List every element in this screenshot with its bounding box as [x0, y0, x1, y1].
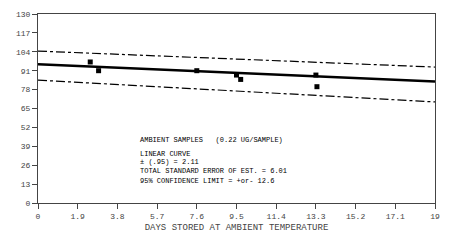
- svg-text:LINEAR CURVE: LINEAR CURVE: [140, 150, 190, 158]
- svg-text:13: 13: [21, 180, 31, 189]
- svg-text:91: 91: [21, 67, 31, 76]
- svg-text:52: 52: [21, 123, 31, 132]
- svg-text:DAYS STORED AT AMBIENT TEMPERA: DAYS STORED AT AMBIENT TEMPERATURE: [145, 223, 329, 233]
- svg-text:5.7: 5.7: [150, 212, 165, 221]
- svg-text:1.9: 1.9: [70, 212, 85, 221]
- svg-text:3.8: 3.8: [110, 212, 125, 221]
- svg-text:7.6: 7.6: [190, 212, 205, 221]
- svg-text:39: 39: [21, 142, 31, 151]
- svg-text:13.3: 13.3: [306, 212, 325, 221]
- svg-text:9.5: 9.5: [229, 212, 244, 221]
- svg-text:0: 0: [36, 212, 41, 221]
- svg-text:104: 104: [16, 48, 31, 57]
- svg-text:0: 0: [26, 199, 31, 208]
- svg-text:± (.95) = 2.11: ± (.95) = 2.11: [140, 158, 199, 166]
- svg-text:17.1: 17.1: [386, 212, 405, 221]
- svg-text:65: 65: [21, 104, 31, 113]
- svg-text:130: 130: [16, 10, 31, 19]
- svg-text:11.4: 11.4: [267, 212, 286, 221]
- svg-text:TOTAL STANDARD ERROR OF EST. =: TOTAL STANDARD ERROR OF EST. = 6.01: [140, 167, 287, 175]
- svg-text:95% CONFIDENCE LIMIT = +or- 12: 95% CONFIDENCE LIMIT = +or- 12.6: [140, 177, 274, 185]
- svg-text:AMBIENT SAMPLES (0.22 UG/SAM: AMBIENT SAMPLES (0.22 UG/SAMPLE): [140, 136, 283, 144]
- svg-text:15.2: 15.2: [346, 212, 365, 221]
- svg-text:117: 117: [16, 29, 31, 38]
- svg-text:26: 26: [21, 161, 31, 170]
- svg-text:78: 78: [21, 85, 31, 94]
- svg-text:19: 19: [430, 212, 440, 221]
